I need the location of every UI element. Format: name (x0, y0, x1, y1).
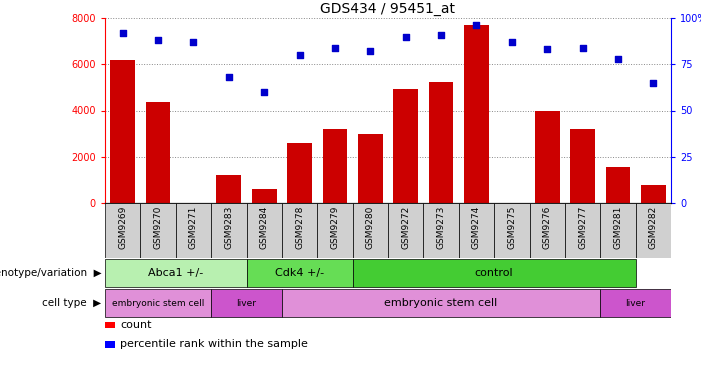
Bar (176, 203, 211, 258)
Text: GSM9279: GSM9279 (330, 206, 339, 249)
Point (506, 39, 517, 45)
Point (400, 34, 411, 40)
Bar (287, 143, 312, 203)
Bar (600, 289, 671, 317)
Bar (570, 129, 595, 203)
Bar (535, 111, 559, 203)
Text: GSM9284: GSM9284 (259, 206, 268, 249)
Bar (322, 129, 347, 203)
Bar (282, 203, 318, 258)
Text: embryonic stem cell: embryonic stem cell (112, 299, 204, 307)
Text: liver: liver (236, 299, 257, 307)
Bar (429, 82, 454, 203)
Point (259, 89, 270, 95)
Text: GSM9269: GSM9269 (118, 206, 127, 249)
Title: GDS434 / 95451_at: GDS434 / 95451_at (320, 1, 456, 16)
Text: GSM9274: GSM9274 (472, 206, 481, 249)
Text: GSM9276: GSM9276 (543, 206, 552, 249)
Text: liver: liver (625, 299, 646, 307)
Bar (358, 134, 383, 203)
Point (471, 22, 482, 28)
Point (329, 45, 341, 51)
Text: count: count (121, 320, 152, 330)
Bar (388, 203, 423, 258)
Text: genotype/variation  ▶: genotype/variation ▶ (0, 268, 102, 278)
Bar (606, 167, 630, 203)
Bar (318, 203, 353, 258)
Bar (211, 203, 247, 258)
Bar (282, 289, 600, 317)
Bar (105, 259, 247, 287)
Point (152, 37, 163, 43)
Text: GSM9282: GSM9282 (649, 206, 658, 249)
Point (435, 32, 447, 38)
Point (294, 52, 305, 58)
Bar (247, 203, 282, 258)
Bar (247, 259, 353, 287)
Bar (393, 89, 418, 203)
Point (223, 74, 234, 80)
Text: GSM9272: GSM9272 (401, 206, 410, 249)
Text: GSM9281: GSM9281 (613, 206, 622, 249)
Point (365, 48, 376, 54)
Bar (105, 203, 140, 258)
Bar (252, 189, 277, 203)
Bar (211, 289, 282, 317)
Text: embryonic stem cell: embryonic stem cell (384, 298, 498, 308)
Point (117, 30, 128, 36)
Bar (353, 203, 388, 258)
Bar (423, 203, 458, 258)
Bar (110, 60, 135, 203)
Text: GSM9271: GSM9271 (189, 206, 198, 249)
Bar (105, 289, 211, 317)
Text: percentile rank within the sample: percentile rank within the sample (121, 339, 308, 350)
Point (577, 45, 588, 51)
Text: GSM9273: GSM9273 (437, 206, 446, 249)
Bar (217, 175, 241, 203)
Point (542, 46, 553, 52)
Bar (494, 203, 529, 258)
Text: Cdk4 +/-: Cdk4 +/- (275, 268, 324, 278)
Bar (140, 203, 176, 258)
Bar (565, 203, 600, 258)
Point (648, 80, 659, 86)
Bar (600, 203, 636, 258)
Point (188, 39, 199, 45)
Text: GSM9283: GSM9283 (224, 206, 233, 249)
Bar (636, 203, 671, 258)
Bar (641, 184, 666, 203)
Text: cell type  ▶: cell type ▶ (42, 298, 102, 308)
Bar (146, 102, 170, 203)
Text: GSM9278: GSM9278 (295, 206, 304, 249)
Bar (353, 259, 636, 287)
Text: Abca1 +/-: Abca1 +/- (148, 268, 203, 278)
Text: GSM9277: GSM9277 (578, 206, 587, 249)
Point (613, 56, 624, 61)
Text: GSM9275: GSM9275 (508, 206, 517, 249)
Bar (464, 25, 489, 203)
Text: control: control (475, 268, 513, 278)
Bar (458, 203, 494, 258)
Bar (529, 203, 565, 258)
Text: GSM9270: GSM9270 (154, 206, 163, 249)
Text: GSM9280: GSM9280 (366, 206, 375, 249)
